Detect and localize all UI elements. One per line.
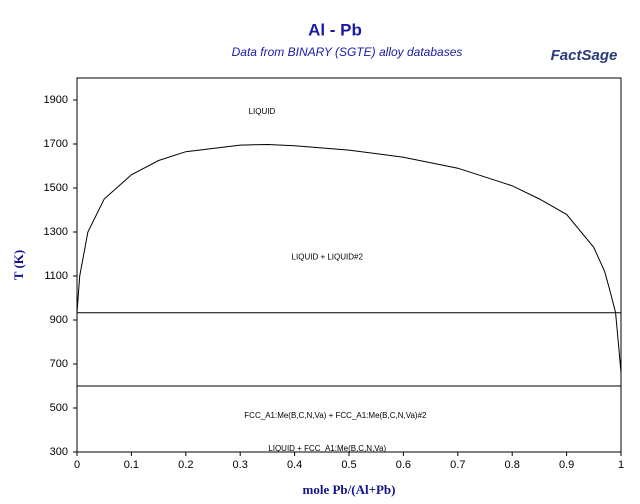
plot-frame [76,77,622,453]
y-tick-label: 1300 [44,226,68,238]
phase-boundary [76,143,622,373]
x-tick-label: 0 [74,459,80,471]
chart-subtitle: Data from BINARY (SGTE) alloy databases [232,45,463,59]
x-tick-label: 0.3 [233,459,248,471]
logo: FactSage [551,47,618,64]
phase-label: FCC_A1:Me(B,C,N,Va) + FCC_A1:Me(B,C,N,Va… [244,411,427,420]
chart-title: Al - Pb [308,20,362,39]
x-tick-label: 0.9 [559,459,574,471]
y-axis-label: T (K) [11,250,26,280]
y-tick-label: 1500 [44,182,68,194]
phase-label: LIQUID [249,107,276,116]
y-tick-label: 1100 [44,270,68,282]
y-tick-label: 1900 [44,94,68,106]
y-tick-label: 900 [50,314,68,326]
phase-label: LIQUID + LIQUID#2 [292,252,364,261]
x-tick-label: 0.8 [505,459,520,471]
y-tick-label: 500 [50,402,68,414]
phase-label: LIQUID + FCC_A1:Me(B,C,N,Va) [268,444,386,453]
y-tick-label: 1700 [44,138,68,150]
y-tick-label: 700 [50,358,68,370]
y-tick-label: 300 [50,446,68,458]
x-tick-label: 1 [618,459,624,471]
x-tick-label: 0.7 [450,459,465,471]
x-tick-label: 0.4 [287,459,302,471]
x-tick-label: 0.6 [396,459,411,471]
x-tick-label: 0.1 [124,459,139,471]
x-tick-label: 0.2 [178,459,193,471]
x-tick-label: 0.5 [341,459,356,471]
x-axis-label: mole Pb/(Al+Pb) [303,482,396,497]
